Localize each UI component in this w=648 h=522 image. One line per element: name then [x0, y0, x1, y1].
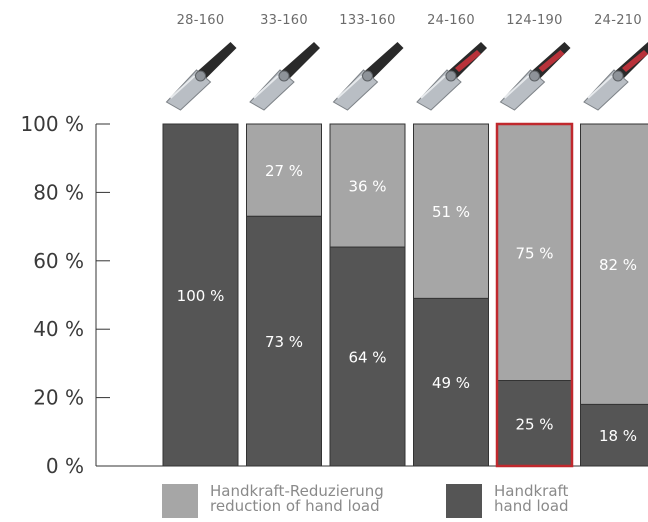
highlight-frame: [495, 122, 574, 468]
bar-segment-load: [413, 297, 489, 467]
pliers-image: [499, 42, 571, 111]
bar-value-label-load: 25 %: [515, 415, 553, 433]
pliers-image: [332, 42, 404, 111]
model-number-label: 33-160: [260, 13, 308, 28]
bar-value-label-reduction: 75 %: [515, 244, 553, 262]
legend: Handkraft-Reduzierung reduction of hand …: [0, 480, 648, 522]
bar-value-label-reduction: 51 %: [432, 203, 470, 221]
bar-value-label-reduction: 27 %: [265, 162, 303, 180]
legend-label-reduction-de: Handkraft-Reduzierung: [210, 482, 384, 500]
bar-segment-reduction: [246, 123, 322, 217]
bar-value-label-load: 100 %: [177, 287, 225, 305]
pliers-image: [416, 42, 487, 111]
model-number-label: 24-210: [594, 13, 642, 28]
model-number-label: 124-190: [506, 13, 562, 28]
bar-value-label-reduction: 82 %: [599, 256, 637, 274]
bar-segment-reduction: [413, 123, 489, 299]
model-number-label: 133-160: [339, 13, 395, 28]
pliers-image: [165, 42, 237, 111]
pliers-image: [249, 42, 320, 111]
legend-label-load-de: Handkraft: [494, 482, 569, 500]
bar-segment-load: [580, 403, 648, 467]
legend-label-load-en: hand load: [494, 497, 569, 515]
bar-segment-reduction: [496, 123, 573, 381]
bar-segment-reduction: [580, 123, 648, 405]
bar-value-label-load: 64 %: [348, 349, 386, 367]
pliers-image: [583, 42, 648, 111]
legend-label-reduction-en: reduction of hand load: [210, 497, 380, 515]
y-tick-label: 20 %: [33, 386, 84, 410]
y-tick-label: 40 %: [33, 317, 84, 341]
bar-segment-reduction: [329, 123, 406, 248]
legend-item-reduction: Handkraft-Reduzierung reduction of hand …: [162, 484, 384, 518]
bar-value-label-load: 73 %: [265, 333, 303, 351]
y-tick-label: 80 %: [33, 180, 84, 204]
bar-value-label-load: 18 %: [599, 427, 637, 445]
bar-segment-load: [246, 215, 322, 467]
legend-item-load: Handkraft hand load: [446, 484, 569, 518]
stacked-bar-chart: 0 % 20 % 40 % 60 % 80 % 100 % 100 % 73 % 27 % 64…: [20, 13, 648, 478]
bar-segment-load: [162, 123, 239, 467]
y-tick-label: 100 %: [20, 112, 84, 136]
bar-value-label-reduction: 36 %: [348, 178, 386, 196]
y-tick-label: 0 %: [46, 454, 84, 478]
model-number-label: 24-160: [427, 13, 475, 28]
bar-value-label-load: 49 %: [432, 374, 470, 392]
model-number-label: 28-160: [177, 13, 225, 28]
legend-swatch-load: [446, 484, 482, 518]
bar-segment-load: [329, 246, 406, 467]
legend-swatch-reduction: [162, 484, 198, 518]
y-tick-label: 60 %: [33, 249, 84, 273]
